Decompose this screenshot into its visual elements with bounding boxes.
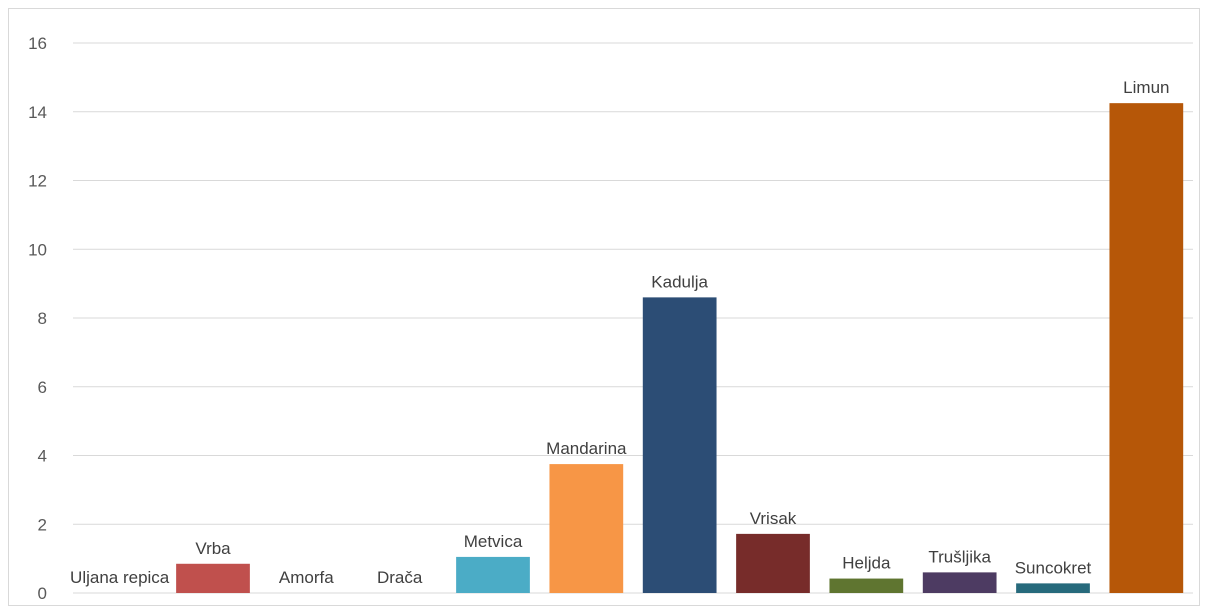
y-axis-tick-labels: 0 2 4 6 8 10 12 14 16 bbox=[28, 34, 47, 603]
bar-tru-ljika bbox=[922, 572, 997, 593]
bar-suncokret bbox=[1016, 583, 1090, 593]
bar-vrisak bbox=[736, 533, 810, 593]
data-label: Vrisak bbox=[750, 509, 797, 528]
data-label: Metvica bbox=[464, 532, 523, 551]
y-tick-label: 2 bbox=[38, 515, 47, 534]
chart-frame: 0 2 4 6 8 10 12 14 16 Uljana repica Vrba Amorfa Dra… bbox=[8, 8, 1200, 606]
data-label: Limun bbox=[1123, 78, 1169, 97]
bar-mandarina bbox=[549, 464, 624, 593]
data-label: Kadulja bbox=[651, 272, 708, 291]
bar-metvica bbox=[456, 556, 530, 593]
data-label: Uljana repica bbox=[70, 568, 170, 587]
bars bbox=[176, 103, 1184, 593]
y-tick-label: 0 bbox=[38, 584, 47, 603]
data-label: Suncokret bbox=[1015, 558, 1092, 577]
y-tick-label: 10 bbox=[28, 240, 47, 259]
data-label: Amorfa bbox=[279, 568, 334, 587]
y-tick-label: 16 bbox=[28, 34, 47, 53]
data-label: Drača bbox=[377, 568, 423, 587]
y-tick-label: 8 bbox=[38, 309, 47, 328]
data-label: Heljda bbox=[842, 554, 891, 573]
y-tick-label: 6 bbox=[38, 378, 47, 397]
bar-chart: 0 2 4 6 8 10 12 14 16 Uljana repica Vrba Amorfa Dra… bbox=[28, 34, 1193, 603]
y-tick-label: 4 bbox=[38, 447, 47, 466]
y-tick-label: 12 bbox=[28, 172, 47, 191]
data-label: Trušljika bbox=[928, 547, 991, 566]
y-tick-label: 14 bbox=[28, 103, 47, 122]
gridlines bbox=[73, 42, 1193, 594]
data-label: Mandarina bbox=[546, 439, 627, 458]
bar-kadulja bbox=[642, 297, 717, 593]
data-labels: Uljana repica Vrba Amorfa Drača Metvica Manda… bbox=[70, 78, 1169, 587]
bar-limun bbox=[1109, 103, 1184, 593]
bar-heljda bbox=[829, 578, 904, 593]
data-label: Vrba bbox=[195, 539, 231, 558]
bar-vrba bbox=[176, 563, 250, 593]
